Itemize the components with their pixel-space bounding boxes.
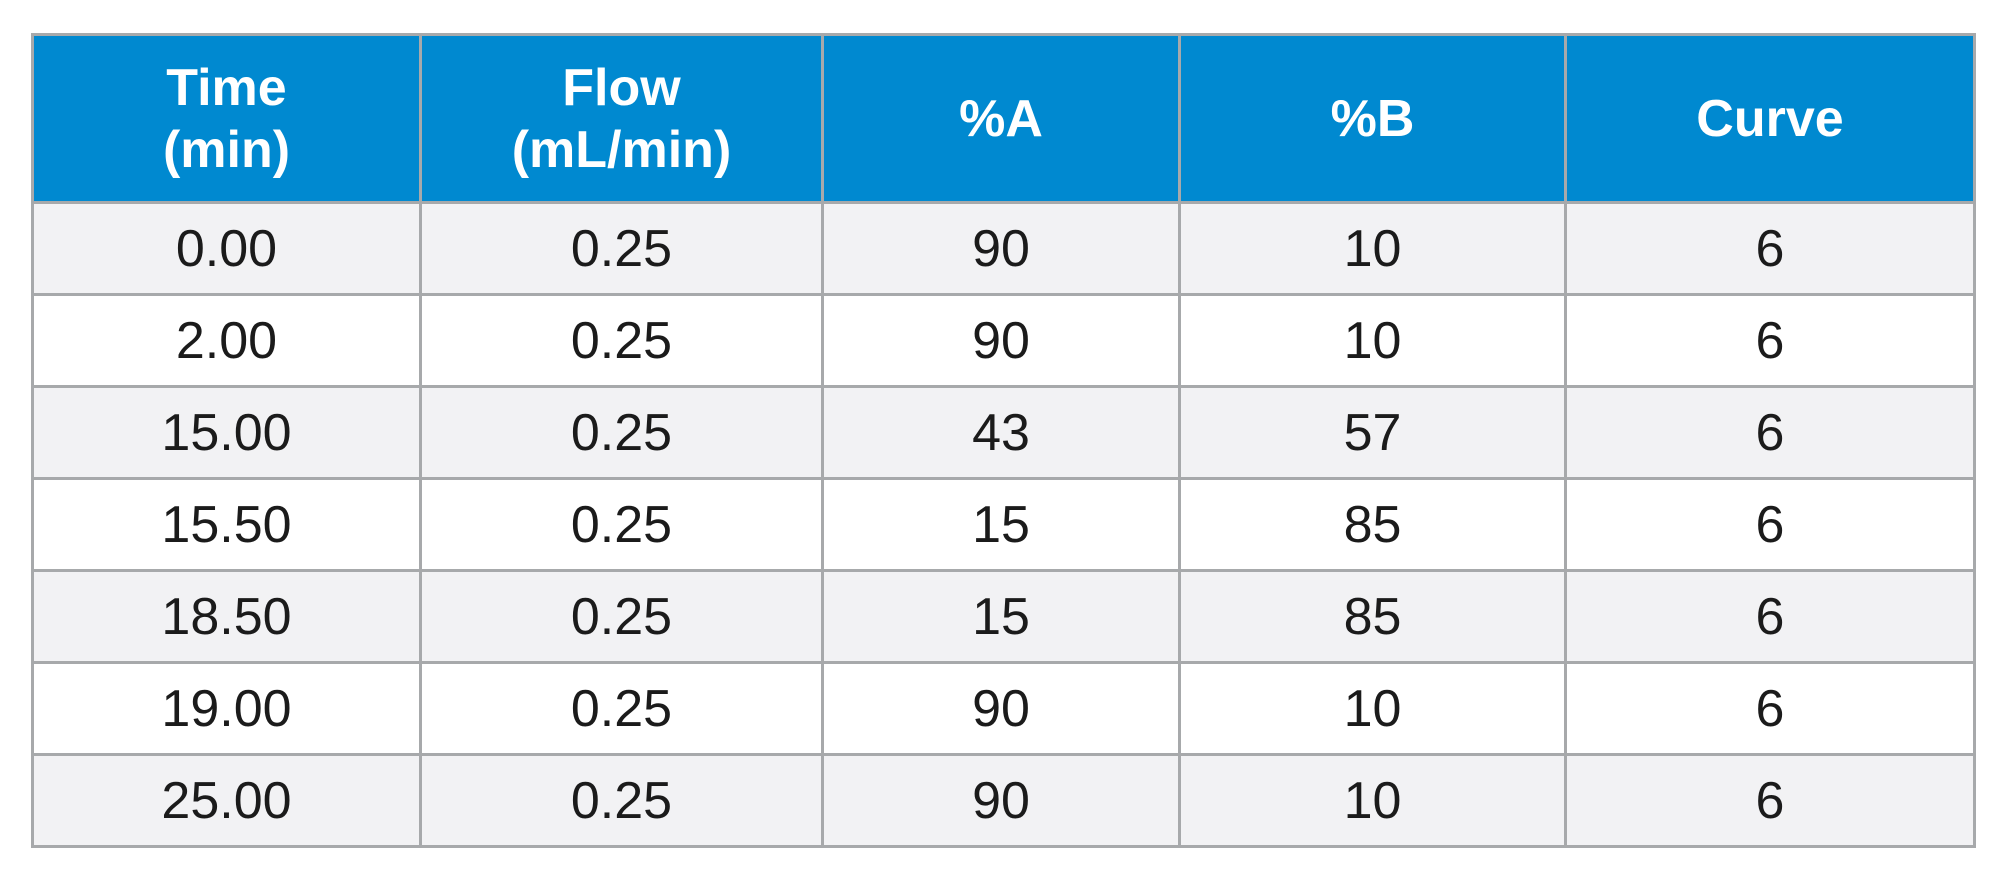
header-curve-label: Curve [1696, 89, 1844, 148]
cell-time: 0.00 [31, 201, 422, 296]
table-row: 19.00 0.25 90 10 6 [31, 661, 1976, 756]
header-flow-line-1: Flow [562, 58, 681, 117]
table-row: 15.50 0.25 15 85 6 [31, 477, 1976, 572]
cell-percent-b: 57 [1178, 385, 1567, 480]
header-time-line-1: Time [166, 58, 287, 117]
table-row: 15.00 0.25 43 57 6 [31, 385, 1976, 480]
cell-time: 18.50 [31, 569, 422, 664]
gradient-table: Time (min) Flow (mL/min) %A %B Curve [31, 33, 1976, 848]
cell-time: 15.50 [31, 477, 422, 572]
cell-percent-a: 43 [821, 385, 1181, 480]
header-percent-a-label: %A [959, 89, 1043, 148]
cell-curve: 6 [1564, 477, 1976, 572]
cell-flow: 0.25 [419, 201, 824, 296]
cell-percent-b: 10 [1178, 753, 1567, 848]
table-header: Time (min) Flow (mL/min) %A %B Curve [31, 33, 1976, 204]
table-row: 2.00 0.25 90 10 6 [31, 293, 1976, 388]
header-percent-a: %A [821, 33, 1181, 204]
cell-percent-a: 90 [821, 753, 1181, 848]
table-row: 18.50 0.25 15 85 6 [31, 569, 1976, 664]
cell-flow: 0.25 [419, 385, 824, 480]
cell-flow: 0.25 [419, 661, 824, 756]
cell-percent-b: 85 [1178, 569, 1567, 664]
table-row: 0.00 0.25 90 10 6 [31, 201, 1976, 296]
cell-curve: 6 [1564, 201, 1976, 296]
header-curve: Curve [1564, 33, 1976, 204]
cell-percent-a: 90 [821, 293, 1181, 388]
cell-curve: 6 [1564, 293, 1976, 388]
cell-curve: 6 [1564, 569, 1976, 664]
cell-time: 15.00 [31, 385, 422, 480]
gradient-table-container: Time (min) Flow (mL/min) %A %B Curve [31, 33, 1976, 848]
cell-flow: 0.25 [419, 753, 824, 848]
cell-percent-b: 10 [1178, 201, 1567, 296]
cell-percent-a: 15 [821, 569, 1181, 664]
cell-curve: 6 [1564, 753, 1976, 848]
cell-flow: 0.25 [419, 293, 824, 388]
header-time: Time (min) [31, 33, 422, 204]
cell-curve: 6 [1564, 661, 1976, 756]
cell-time: 19.00 [31, 661, 422, 756]
cell-percent-a: 90 [821, 201, 1181, 296]
table-body: 0.00 0.25 90 10 6 2.00 0.25 90 10 6 15.0… [31, 201, 1976, 848]
cell-flow: 0.25 [419, 477, 824, 572]
table-row: 25.00 0.25 90 10 6 [31, 753, 1976, 848]
cell-percent-b: 10 [1178, 661, 1567, 756]
cell-flow: 0.25 [419, 569, 824, 664]
cell-curve: 6 [1564, 385, 1976, 480]
header-flow: Flow (mL/min) [419, 33, 824, 204]
header-time-line-2: (min) [162, 120, 291, 179]
header-percent-b-label: %B [1330, 89, 1415, 148]
cell-percent-b: 10 [1178, 293, 1567, 388]
header-percent-b: %B [1178, 33, 1567, 204]
cell-time: 25.00 [31, 753, 422, 848]
cell-time: 2.00 [31, 293, 422, 388]
cell-percent-b: 85 [1178, 477, 1567, 572]
cell-percent-a: 90 [821, 661, 1181, 756]
cell-percent-a: 15 [821, 477, 1181, 572]
header-flow-line-2: (mL/min) [511, 120, 732, 179]
header-row: Time (min) Flow (mL/min) %A %B Curve [31, 33, 1976, 204]
